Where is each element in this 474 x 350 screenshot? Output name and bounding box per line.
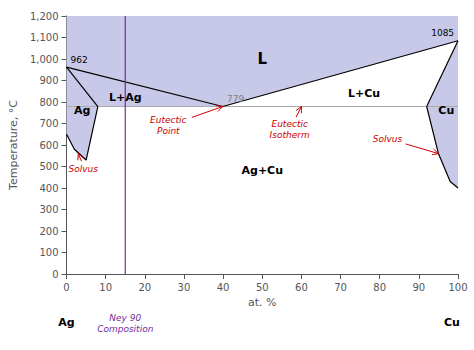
svg-text:70: 70: [334, 282, 347, 293]
svg-text:600: 600: [39, 140, 58, 151]
svg-text:L+Cu: L+Cu: [348, 87, 380, 100]
svg-text:80: 80: [373, 282, 386, 293]
svg-text:Cu: Cu: [438, 104, 454, 117]
svg-text:0: 0: [52, 269, 58, 280]
svg-text:1,000: 1,000: [30, 54, 59, 65]
svg-text:100: 100: [39, 247, 58, 258]
svg-text:20: 20: [138, 282, 151, 293]
svg-text:Composition: Composition: [97, 324, 154, 334]
svg-text:40: 40: [217, 282, 230, 293]
svg-text:50: 50: [256, 282, 269, 293]
svg-text:30: 30: [178, 282, 191, 293]
svg-text:300: 300: [39, 204, 58, 215]
svg-text:Eutectic: Eutectic: [271, 119, 307, 129]
svg-text:Temperature, °C: Temperature, °C: [7, 100, 20, 191]
svg-text:90: 90: [412, 282, 425, 293]
svg-text:L+Ag: L+Ag: [109, 91, 142, 104]
svg-text:700: 700: [39, 118, 58, 129]
svg-text:at. %: at. %: [248, 296, 277, 309]
svg-text:962: 962: [70, 55, 87, 65]
svg-text:100: 100: [448, 282, 467, 293]
svg-text:Point: Point: [157, 126, 180, 136]
svg-text:1,100: 1,100: [30, 32, 59, 43]
svg-text:900: 900: [39, 75, 58, 86]
svg-text:Solvus: Solvus: [373, 134, 403, 144]
svg-text:60: 60: [295, 282, 308, 293]
svg-text:1,200: 1,200: [30, 11, 59, 22]
svg-text:0: 0: [63, 282, 69, 293]
svg-text:1085: 1085: [431, 28, 454, 38]
svg-text:Ag+Cu: Ag+Cu: [242, 164, 284, 177]
svg-text:Solvus: Solvus: [68, 164, 98, 174]
svg-text:Isotherm: Isotherm: [270, 130, 310, 140]
svg-text:400: 400: [39, 183, 58, 194]
svg-text:Ag: Ag: [58, 316, 74, 329]
svg-text:500: 500: [39, 161, 58, 172]
svg-text:200: 200: [39, 226, 58, 237]
svg-text:Cu: Cu: [444, 316, 460, 329]
svg-text:Eutectic: Eutectic: [150, 115, 186, 125]
svg-text:800: 800: [39, 97, 58, 108]
svg-text:779: 779: [227, 94, 244, 104]
svg-text:10: 10: [99, 282, 112, 293]
svg-text:Ney 90: Ney 90: [109, 313, 141, 323]
svg-text:Ag: Ag: [74, 104, 90, 117]
svg-text:L: L: [257, 50, 267, 68]
